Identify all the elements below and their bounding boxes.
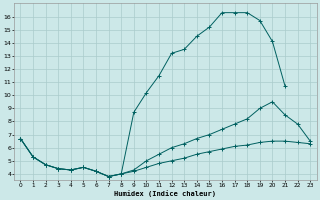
X-axis label: Humidex (Indice chaleur): Humidex (Indice chaleur) (114, 190, 216, 197)
